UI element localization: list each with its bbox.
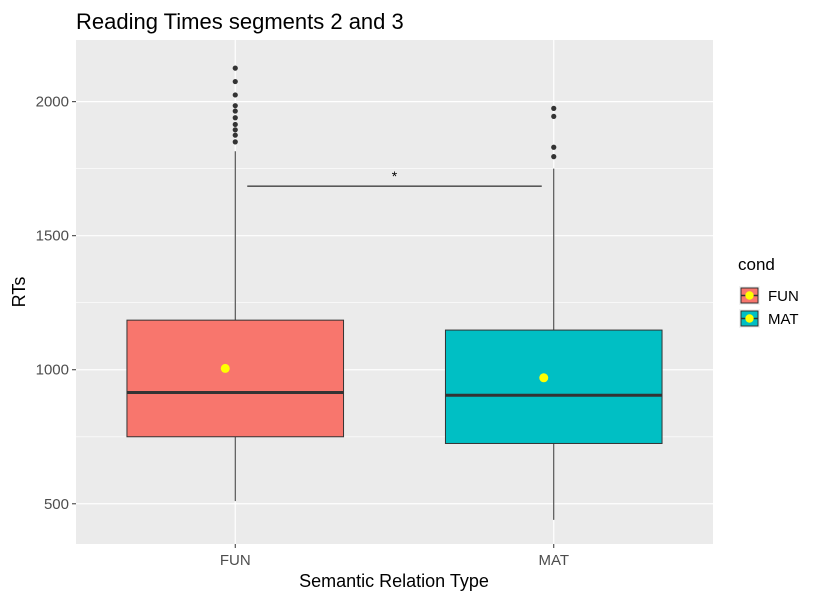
- legend-mean-point: [745, 291, 754, 300]
- box-mat: [444, 105, 663, 520]
- x-axis: FUN MAT: [220, 544, 569, 569]
- outlier-point: [551, 154, 557, 160]
- outlier-point: [232, 103, 238, 109]
- x-tick-label: FUN: [220, 552, 251, 569]
- mean-point: [539, 373, 549, 383]
- outlier-point: [551, 105, 557, 111]
- outlier-point: [232, 121, 238, 128]
- legend-label: FUN: [768, 288, 799, 305]
- y-axis-label: RTs: [9, 277, 29, 308]
- y-tick-label: 1000: [36, 362, 69, 379]
- legend-mean-point: [745, 314, 754, 323]
- x-tick-label: MAT: [538, 552, 569, 569]
- outlier-point: [232, 108, 238, 114]
- outlier-point: [232, 139, 238, 145]
- significance-label: *: [392, 168, 398, 184]
- outlier-point: [551, 113, 557, 120]
- outlier-point: [232, 92, 238, 98]
- y-tick-label: 1500: [36, 228, 69, 245]
- outlier-point: [232, 132, 238, 138]
- boxes: [126, 65, 663, 520]
- legend: cond FUN MAT: [738, 255, 799, 328]
- significance-annotation: *: [247, 168, 542, 187]
- legend-label: MAT: [768, 311, 799, 328]
- x-axis-label: Semantic Relation Type: [299, 571, 489, 591]
- outlier-point: [232, 65, 238, 71]
- legend-title: cond: [738, 255, 775, 274]
- outlier-point: [232, 78, 238, 85]
- y-axis: 500 1000 1500 2000: [36, 94, 76, 513]
- box-fun: [126, 65, 345, 502]
- outlier-point: [232, 127, 238, 133]
- box-iqr: [444, 329, 663, 444]
- y-tick-label: 500: [44, 496, 69, 513]
- y-tick-label: 2000: [36, 94, 69, 111]
- outlier-point: [232, 115, 238, 121]
- box-iqr: [126, 319, 345, 438]
- plot-panel: [76, 40, 713, 544]
- outlier-point: [551, 144, 557, 150]
- mean-point: [220, 363, 230, 373]
- chart-title: Reading Times segments 2 and 3: [76, 9, 404, 34]
